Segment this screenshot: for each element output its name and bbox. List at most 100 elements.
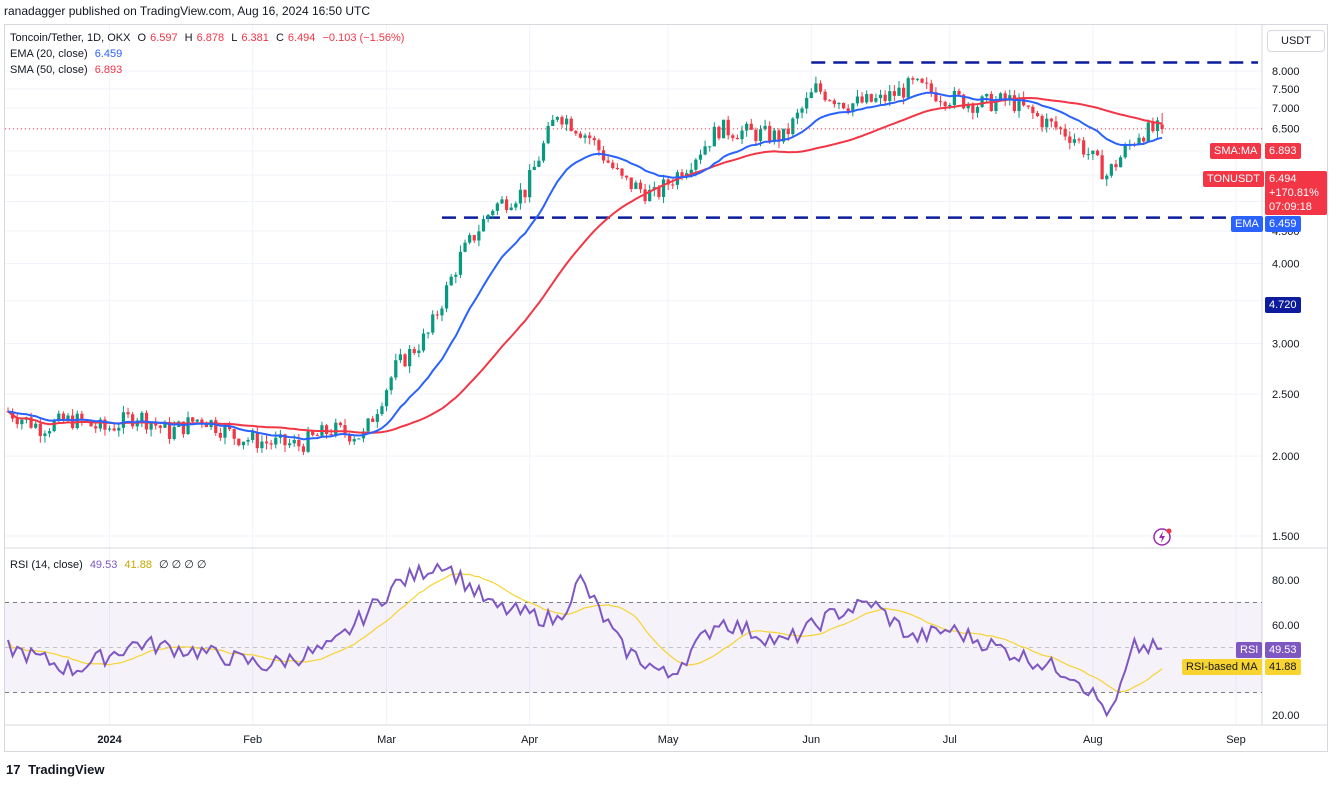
candle-body — [1123, 145, 1127, 158]
candle-body — [454, 274, 458, 277]
candle-body — [523, 189, 527, 198]
candle-body — [874, 98, 878, 102]
rsi-legend[interactable]: RSI (14, close) 49.53 41.88 ∅ ∅ ∅ ∅ — [10, 557, 211, 573]
time-axis-tick: Apr — [521, 734, 538, 746]
candle-body — [671, 184, 675, 186]
candle-body — [172, 426, 176, 439]
candle-body — [486, 214, 490, 220]
close-label: C — [275, 32, 284, 44]
rsi-axis-tick: 80.00 — [1272, 575, 1300, 587]
candle-body — [47, 431, 52, 434]
candle-body — [287, 443, 292, 446]
candle-body — [477, 231, 481, 241]
candle-body — [768, 125, 772, 142]
candle-body — [1022, 97, 1026, 106]
candle-body — [449, 276, 453, 286]
tradingview-brand: TradingView — [28, 762, 105, 777]
symbol-label[interactable]: Toncoin/Tether, 1D, OKX — [10, 32, 131, 44]
candle-body — [648, 189, 652, 202]
candle-body — [994, 100, 998, 112]
candle-body — [574, 131, 578, 134]
time-axis-tick: May — [658, 734, 679, 746]
candle-body — [255, 431, 259, 449]
ema-legend-row[interactable]: EMA (20, close) 6.459 — [10, 46, 408, 62]
candle-body — [264, 441, 269, 444]
candle-body — [1077, 139, 1081, 141]
candle-body — [260, 441, 264, 449]
price-axis-tick: 4.000 — [1272, 259, 1300, 271]
candle-body — [708, 146, 712, 148]
sma-legend-label: SMA (50, close) — [10, 64, 88, 76]
candle-body — [528, 169, 532, 198]
candle-body — [851, 103, 855, 113]
candle-body — [246, 439, 250, 442]
candle-body — [1054, 121, 1058, 128]
price-grid — [5, 25, 1262, 725]
candle-body — [1045, 118, 1049, 128]
candle-body — [394, 360, 398, 378]
candle-body — [629, 177, 633, 189]
rsi-axis-tick: 60.00 — [1272, 620, 1300, 632]
candle-body — [149, 423, 153, 430]
sma-legend-row[interactable]: SMA (50, close) 6.893 — [10, 62, 408, 78]
time-axis-tick: 2024 — [97, 734, 122, 746]
candle-body — [735, 138, 740, 140]
candle-body — [131, 414, 135, 427]
candle-body — [661, 179, 666, 197]
candle-body — [181, 421, 186, 435]
publish-header: ranadagger published on TradingView.com,… — [4, 4, 371, 18]
candle-body — [1031, 106, 1035, 113]
candle-body — [1035, 112, 1040, 117]
candle-body — [911, 78, 915, 80]
candle-body — [966, 103, 970, 109]
candle-body — [634, 182, 638, 189]
candle-body — [343, 425, 347, 434]
candle-body — [417, 350, 421, 353]
candle-body — [218, 433, 222, 438]
sma-legend-value: 6.893 — [94, 64, 123, 76]
candle-body — [121, 412, 126, 428]
price-axis-tick: 6.500 — [1272, 124, 1300, 136]
price-tag-countdown: 07:09:18 — [1269, 201, 1312, 213]
open-label: O — [137, 32, 147, 44]
time-axis-tick: Feb — [243, 734, 262, 746]
candle-body — [620, 168, 624, 176]
price-tag-pct: +170.81% — [1269, 187, 1319, 199]
candle-body — [841, 102, 846, 109]
candle-body — [777, 130, 781, 142]
candle-body — [832, 100, 836, 105]
candle-body — [615, 168, 619, 170]
ema-legend-label: EMA (20, close) — [10, 48, 88, 60]
candle-body — [971, 103, 975, 113]
candle-body — [500, 199, 504, 204]
time-axis-tick: Mar — [377, 734, 396, 746]
rsi-name-tag: RSI — [1236, 642, 1263, 658]
candle-body — [754, 129, 758, 141]
candle-body — [878, 94, 883, 99]
candle-body — [781, 128, 786, 142]
tradingview-footer[interactable]: 17 TradingView — [6, 762, 104, 777]
candle-body — [1109, 164, 1113, 176]
candle-body — [985, 94, 989, 97]
candle-body — [311, 431, 315, 436]
candle-body — [712, 126, 716, 147]
candle-body — [897, 87, 901, 96]
candle-body — [906, 78, 910, 98]
candle-body — [301, 446, 306, 452]
currency-button[interactable]: USDT — [1267, 30, 1325, 52]
ema-value-tag: 6.459 — [1265, 216, 1301, 232]
candle-body — [952, 90, 957, 106]
candle-body — [680, 172, 684, 178]
high-label: H — [184, 32, 193, 44]
candle-body — [846, 108, 850, 113]
candle-body — [412, 349, 416, 353]
price-axis-tick: 1.500 — [1272, 531, 1300, 543]
alert-flash-circle — [1153, 528, 1171, 546]
candle-body — [315, 435, 319, 437]
candle-body — [1095, 150, 1100, 156]
price-axis-tick: 7.500 — [1272, 84, 1300, 96]
candle-body — [532, 166, 536, 170]
candle-body — [186, 417, 190, 435]
